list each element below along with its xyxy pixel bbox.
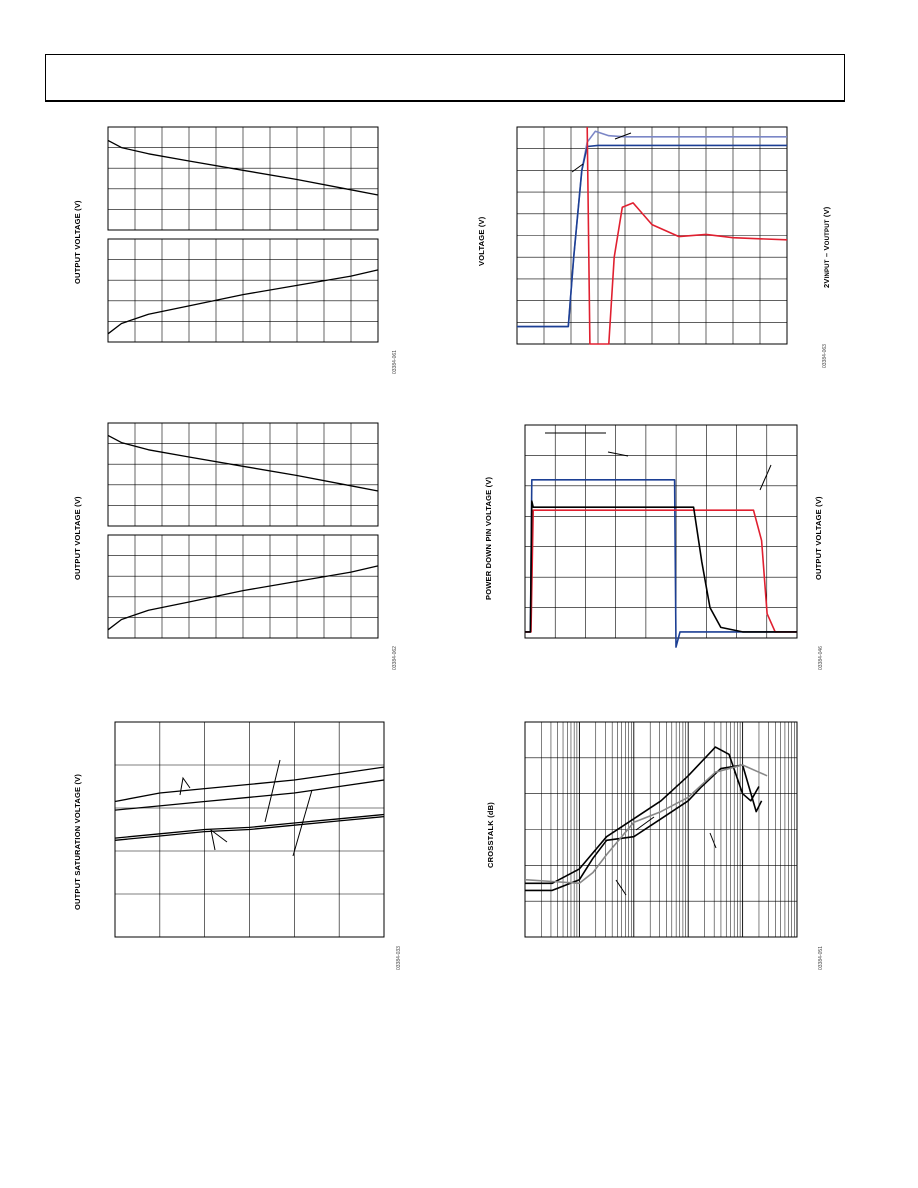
annotation-arrow-9	[709, 832, 717, 849]
fig4-series-0	[525, 478, 797, 648]
annotation-arrow-8	[635, 816, 655, 831]
annotation-arrow-6	[264, 759, 281, 823]
annotation-arrow-1	[571, 163, 584, 173]
fig3-bottom-frame	[107, 534, 379, 639]
fig5-series-2	[114, 813, 385, 839]
page-header-box	[45, 54, 845, 102]
fig6-series-2	[524, 764, 768, 885]
fig3-bottom-series-0	[107, 565, 379, 631]
fig2-series-1	[517, 144, 787, 328]
fig2-frame	[516, 126, 788, 345]
annotation-arrow-4	[179, 776, 191, 796]
annotation-arrow-0	[614, 132, 632, 140]
fig3-top-series-0	[107, 434, 379, 492]
fig1-top-frame	[107, 126, 379, 231]
fig6-frame	[524, 721, 798, 938]
fig1-bottom-frame	[107, 238, 379, 343]
annotation-arrow-3	[759, 464, 772, 491]
fig5-frame	[114, 721, 385, 938]
fig4-frame	[524, 424, 798, 639]
fig1-top-series-0	[107, 139, 379, 196]
annotation-arrow-10	[615, 879, 627, 896]
fig5-series-1	[114, 779, 385, 811]
annotation-arrow-2	[607, 451, 629, 457]
fig4-series-1	[525, 509, 797, 633]
fig4-series-2	[525, 500, 797, 633]
annotation-arrow-5	[210, 828, 228, 851]
fig6-series-0	[525, 746, 760, 885]
fig5-series-0	[114, 766, 385, 803]
fig5-series-3	[114, 815, 385, 841]
fig2-series-2	[586, 126, 788, 345]
fig3-top-frame	[107, 422, 379, 527]
fig1-bottom-series-0	[107, 269, 379, 335]
annotation-arrow-7	[292, 789, 313, 857]
